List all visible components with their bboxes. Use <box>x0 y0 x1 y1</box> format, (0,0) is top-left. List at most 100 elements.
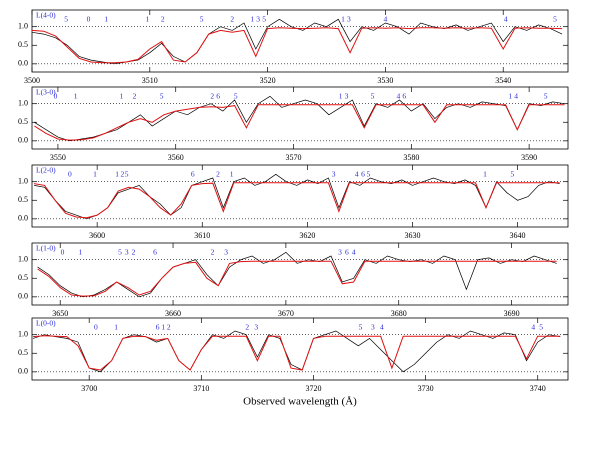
line-id: 6 <box>156 323 160 332</box>
line-id: 3 <box>254 323 258 332</box>
line-id: 5 <box>366 170 370 179</box>
observed-spectrum <box>34 173 560 220</box>
line-id: 5 <box>510 170 514 179</box>
line-id: 5 <box>125 170 129 179</box>
line-id: 1 <box>93 170 97 179</box>
line-id: 3 <box>347 15 351 24</box>
line-id: 4 <box>355 170 359 179</box>
model-spectrum <box>31 27 563 64</box>
x-tick-label: 3650 <box>52 309 68 318</box>
y-tick-label: 0.5 <box>18 348 28 357</box>
model-spectrum <box>33 335 561 371</box>
line-id: 4 <box>380 323 384 332</box>
line-id: 0 <box>68 170 72 179</box>
panel-frame <box>31 317 569 381</box>
line-id: 5 <box>200 15 204 24</box>
panel-label: L(1-0) <box>36 244 56 253</box>
line-id: 5 <box>544 92 548 101</box>
line-id: 0 <box>61 248 65 257</box>
y-tick-label: 1.0 <box>18 177 28 186</box>
y-tick-label: 0.0 <box>18 367 28 376</box>
panel-label: L(0-0) <box>36 319 56 328</box>
line-id: 2 <box>161 15 165 24</box>
x-tick-label: 3610 <box>194 231 210 240</box>
panel-label: L(2-0) <box>36 166 56 175</box>
x-tick-label: 3520 <box>260 76 276 85</box>
line-id: 5 <box>234 92 238 101</box>
panel-label: L(4-0) <box>36 11 56 20</box>
x-tick-label: 3500 <box>24 76 40 85</box>
observed-spectrum <box>37 251 557 298</box>
x-tick-label: 3590 <box>521 153 537 162</box>
line-id: 1 <box>79 248 83 257</box>
line-id: 4 <box>396 92 400 101</box>
x-tick-label: 3620 <box>299 231 315 240</box>
y-tick-label: 0.0 <box>18 214 28 223</box>
line-id: 1 <box>104 15 108 24</box>
line-id: 1 <box>483 170 487 179</box>
x-tick-label: 3630 <box>404 231 420 240</box>
panel-frame <box>31 86 569 150</box>
x-tick-label: 3510 <box>142 76 158 85</box>
line-id: 1 <box>120 92 124 101</box>
line-id: 2 <box>211 248 215 257</box>
line-id: 3 <box>345 92 349 101</box>
x-tick-label: 3570 <box>286 153 302 162</box>
line-id: 2 <box>245 323 249 332</box>
y-tick-label: 0.5 <box>18 273 28 282</box>
line-id: 2 <box>121 170 125 179</box>
x-tick-label: 3660 <box>165 309 181 318</box>
line-id: 4 <box>514 92 518 101</box>
line-id: 6 <box>361 170 365 179</box>
y-tick-label: 1.0 <box>18 255 28 264</box>
x-tick-label: 3740 <box>530 384 546 393</box>
x-tick-label: 3640 <box>510 231 526 240</box>
line-id: 4 <box>531 323 535 332</box>
x-tick-label: 3710 <box>193 384 209 393</box>
x-tick-label: 3690 <box>504 309 520 318</box>
line-id: 5 <box>553 15 557 24</box>
y-tick-label: 0.5 <box>18 117 28 126</box>
x-tick-label: 3730 <box>418 384 434 393</box>
line-id: 2 <box>133 92 137 101</box>
line-id: 6 <box>191 170 195 179</box>
line-id: 6 <box>345 248 349 257</box>
line-id: 1 <box>146 15 150 24</box>
line-id: 5 <box>118 248 122 257</box>
x-tick-label: 3680 <box>391 309 407 318</box>
x-tick-label: 3530 <box>377 76 393 85</box>
x-tick-label: 3580 <box>403 153 419 162</box>
line-id: 5 <box>359 323 363 332</box>
line-id: 5 <box>371 92 375 101</box>
line-id: 1 <box>341 15 345 24</box>
y-tick-label: 0.0 <box>18 292 28 301</box>
line-id: 2 <box>210 92 214 101</box>
line-id: 2 <box>216 170 220 179</box>
x-axis-label: Observed wavelength (Å) <box>243 396 357 408</box>
line-id: 0 <box>87 15 91 24</box>
x-tick-label: 3600 <box>89 231 105 240</box>
line-id: 3 <box>256 15 260 24</box>
line-id: 0 <box>54 92 58 101</box>
x-tick-label: 3720 <box>305 384 321 393</box>
line-id: 6 <box>216 92 220 101</box>
line-id: 1 <box>508 92 512 101</box>
line-id: 1 <box>115 170 119 179</box>
x-tick-label: 3540 <box>495 76 511 85</box>
line-id: 2 <box>167 323 171 332</box>
line-id: 1 <box>250 15 254 24</box>
panel-frame <box>31 9 569 73</box>
line-id: 5 <box>160 92 164 101</box>
line-id: 2 <box>230 15 234 24</box>
line-id: 3 <box>371 323 375 332</box>
y-tick-label: 1.0 <box>18 330 28 339</box>
line-id: 5 <box>262 15 266 24</box>
y-tick-label: 0.0 <box>18 59 28 68</box>
y-tick-label: 0.5 <box>18 195 28 204</box>
y-tick-label: 0.0 <box>18 136 28 145</box>
line-id: 1 <box>114 323 118 332</box>
model-spectrum <box>37 260 557 297</box>
line-id: 4 <box>384 15 388 24</box>
line-id: 3 <box>332 170 336 179</box>
line-id: 5 <box>539 323 543 332</box>
